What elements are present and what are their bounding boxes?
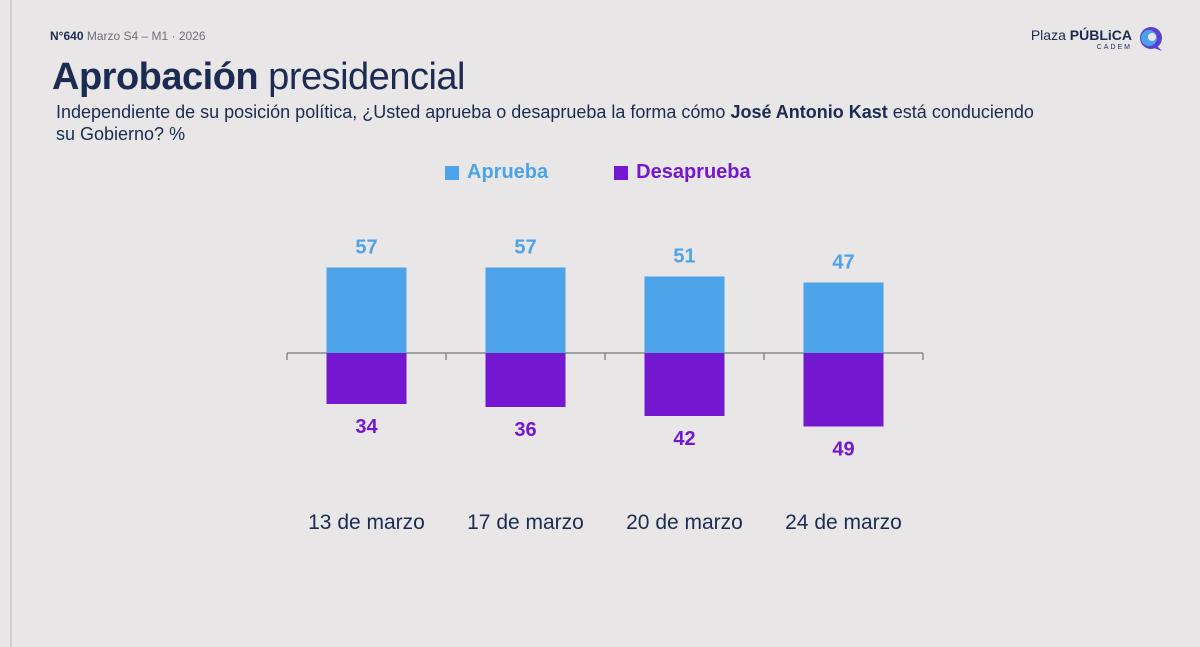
bar-disapprove [803, 353, 884, 427]
question-before: Independiente de su posición política, ¿… [56, 102, 731, 122]
x-tick-label: 17 de marzo [467, 511, 584, 534]
data-label-disapprove: 49 [832, 439, 854, 461]
title-bold: Aprobación [52, 56, 259, 98]
data-label-disapprove: 36 [514, 419, 536, 441]
data-label-approve: 51 [673, 246, 695, 268]
legend-label-approve: Aprueba [467, 161, 549, 183]
logo-sub: CADEM [1096, 43, 1132, 51]
data-label-disapprove: 34 [355, 416, 378, 438]
legend-swatch-disapprove [614, 165, 629, 180]
question-name: José Antonio Kast [730, 102, 888, 122]
chart-legend: Aprueba Desaprueba [445, 161, 751, 184]
x-tick-label: 20 de marzo [626, 511, 743, 534]
bar-disapprove [644, 353, 725, 416]
x-tick-label: 13 de marzo [308, 511, 425, 534]
data-label-approve: 47 [832, 252, 854, 274]
speech-bubble-logo-icon [1140, 27, 1162, 51]
legend-item-disapprove: Desaprueba [614, 161, 751, 184]
bar-approve [803, 282, 884, 353]
data-label-approve: 57 [514, 237, 536, 259]
question-after: está conduciendo su Gobierno? % [56, 102, 1034, 144]
legend-label-disapprove: Desaprueba [636, 161, 751, 183]
data-label-disapprove: 42 [673, 428, 695, 450]
bar-disapprove [485, 353, 566, 407]
legend-item-approve: Aprueba [445, 161, 548, 184]
bar-disapprove [326, 353, 407, 404]
bar-approve [326, 267, 407, 353]
title-regular: presidencial [258, 56, 465, 98]
page-title: Aprobación presidencial [52, 56, 465, 99]
data-label-approve: 57 [355, 237, 377, 259]
issue-period: Marzo S4 – M1 · 2026 [86, 29, 206, 43]
bar-approve [485, 267, 566, 353]
plaza-publica-logo: Plaza PÚBLiCA CADEM [1031, 26, 1164, 52]
bar-approve [644, 276, 725, 353]
header-meta: N°640 Marzo S4 – M1 · 2026 [50, 29, 206, 43]
logo-brand-bold: PÚBLiCA [1069, 26, 1132, 43]
issue-number: N°640 [50, 29, 84, 43]
survey-question: Independiente de su posición política, ¿… [56, 101, 1056, 145]
x-tick-label: 24 de marzo [785, 511, 902, 534]
slide-frame [10, 0, 1200, 647]
legend-swatch-approve [445, 165, 459, 180]
logo-brand-light: Plaza [1030, 26, 1070, 43]
